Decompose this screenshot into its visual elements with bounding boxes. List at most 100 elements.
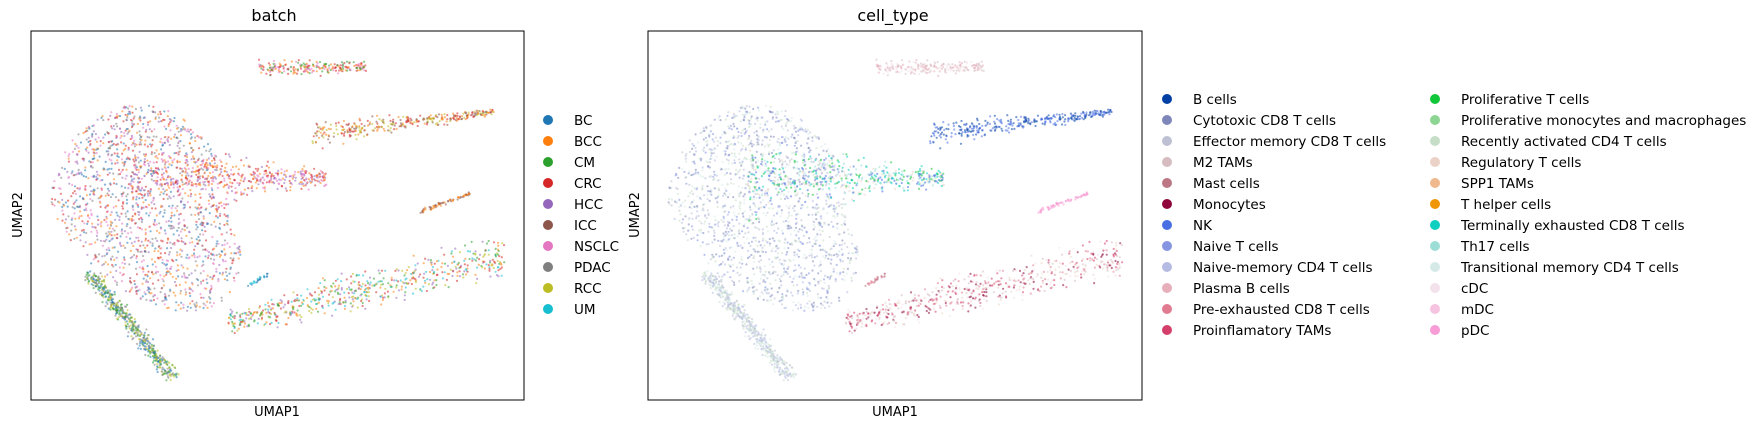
scatter-point — [233, 172, 236, 175]
scatter-point — [709, 192, 712, 195]
scatter-point — [70, 195, 73, 198]
scatter-point — [437, 123, 440, 126]
scatter-point — [826, 290, 829, 293]
scatter-point — [343, 134, 346, 137]
scatter-point — [304, 63, 307, 66]
scatter-point — [215, 204, 218, 207]
scatter-point — [194, 206, 197, 209]
scatter-point — [125, 118, 128, 121]
scatter-point — [111, 263, 114, 267]
scatter-point — [319, 127, 322, 130]
scatter-point — [255, 187, 258, 190]
scatter-point — [825, 150, 828, 153]
scatter-point — [145, 128, 148, 131]
scatter-point — [728, 221, 731, 224]
scatter-point — [131, 122, 134, 125]
scatter-point — [215, 166, 218, 169]
scatter-point — [208, 212, 211, 215]
scatter-point — [429, 259, 432, 262]
scatter-point — [379, 286, 382, 289]
scatter-point — [166, 259, 170, 263]
scatter-point — [143, 331, 146, 334]
scatter-point — [772, 135, 775, 138]
scatter-point — [375, 291, 378, 294]
scatter-point — [171, 204, 174, 207]
scatter-point — [296, 68, 299, 71]
scatter-point — [132, 123, 136, 126]
scatter-point — [152, 199, 155, 202]
scatter-point — [383, 292, 386, 295]
scatter-point — [348, 288, 351, 291]
scatter-point — [142, 244, 145, 247]
scatter-point — [153, 250, 156, 253]
scatter-point — [221, 271, 225, 274]
scatter-point — [807, 171, 811, 174]
scatter-point — [785, 219, 788, 223]
scatter-point — [802, 234, 805, 237]
scatter-point — [172, 226, 175, 229]
scatter-point — [84, 185, 87, 188]
scatter-point — [163, 358, 166, 362]
scatter-point — [740, 134, 743, 138]
scatter-point — [138, 340, 142, 343]
scatter-point — [798, 228, 801, 231]
scatter-point — [728, 246, 732, 249]
scatter-point — [713, 170, 716, 173]
scatter-point — [110, 238, 113, 241]
scatter-point — [239, 179, 242, 182]
scatter-point — [216, 216, 219, 219]
scatter-point — [163, 372, 166, 375]
scatter-point — [124, 177, 127, 180]
scatter-point — [105, 217, 108, 220]
scatter-point — [112, 172, 115, 175]
scatter-point — [269, 312, 273, 316]
scatter-point — [457, 261, 460, 264]
scatter-point — [347, 286, 351, 289]
scatter-point — [825, 193, 828, 196]
scatter-point — [92, 278, 95, 281]
scatter-point — [489, 275, 492, 278]
scatter-point — [84, 241, 87, 244]
scatter-point — [133, 115, 136, 118]
scatter-point — [175, 284, 178, 287]
scatter-point — [428, 116, 431, 119]
scatter-point — [227, 203, 230, 206]
scatter-point — [496, 248, 500, 251]
scatter-point — [727, 258, 730, 261]
scatter-point — [145, 328, 148, 331]
scatter-point — [783, 307, 786, 310]
scatter-point — [433, 205, 436, 208]
scatter-point — [446, 123, 449, 126]
scatter-point — [128, 318, 131, 321]
scatter-point — [476, 277, 479, 280]
scatter-point — [431, 283, 434, 286]
scatter-point — [751, 212, 754, 215]
scatter-point — [204, 184, 207, 187]
scatter-point — [703, 222, 706, 225]
scatter-point — [431, 266, 434, 269]
scatter-point — [318, 67, 321, 70]
scatter-point — [395, 284, 398, 287]
scatter-point — [202, 233, 205, 236]
scatter-point — [830, 274, 833, 277]
scatter-point — [343, 307, 346, 310]
scatter-point — [122, 244, 125, 247]
scatter-point — [170, 207, 173, 210]
scatter-point — [482, 255, 485, 258]
scatter-point — [241, 192, 244, 195]
scatter-point — [735, 266, 739, 269]
scatter-point — [83, 208, 86, 212]
scatter-point — [272, 59, 275, 63]
scatter-point — [139, 106, 142, 109]
scatter-point — [85, 203, 88, 206]
scatter-point — [166, 139, 169, 142]
scatter-point — [156, 183, 159, 186]
scatter-point — [376, 129, 379, 132]
scatter-point — [82, 231, 86, 234]
scatter-point — [151, 244, 154, 247]
scatter-point — [285, 175, 288, 178]
scatter-point — [157, 279, 160, 282]
scatter-point — [101, 244, 104, 247]
scatter-point — [842, 203, 845, 206]
scatter-point — [104, 295, 107, 298]
